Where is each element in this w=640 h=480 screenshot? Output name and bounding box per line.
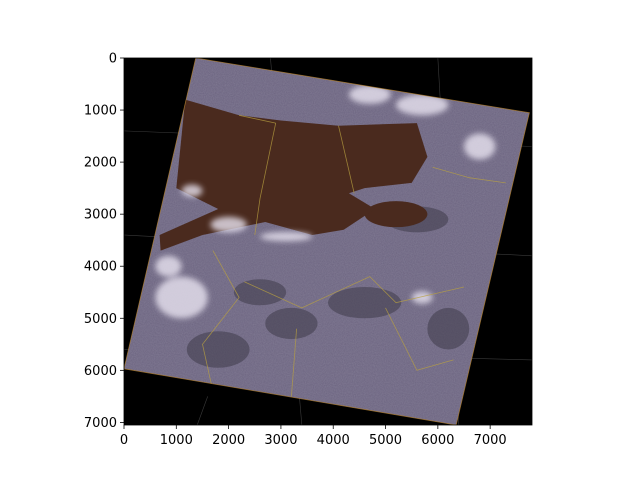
forest-patch <box>233 279 287 306</box>
y-tick-label: 6000 <box>84 364 117 379</box>
boundary-line <box>291 328 297 397</box>
y-tick-label: 1000 <box>84 104 117 119</box>
boundary-line <box>244 276 465 309</box>
y-tick-label: 4000 <box>84 260 117 275</box>
boundary-line <box>385 307 454 371</box>
x-tick-label: 4000 <box>317 433 350 448</box>
cloud-patch <box>411 291 433 304</box>
x-tick-label: 7000 <box>474 433 507 448</box>
cloud-patches <box>155 85 496 319</box>
y-tick-label: 7000 <box>84 416 117 431</box>
plot-frame <box>123 57 533 426</box>
forest-patch <box>328 287 402 319</box>
y-tick-label: 3000 <box>84 208 117 223</box>
x-axis: 0 1000 2000 3000 4000 5000 6000 7000 <box>120 425 507 448</box>
cloud-patch <box>464 133 496 160</box>
boundary-line <box>254 123 277 236</box>
x-tick-label: 0 <box>120 433 128 448</box>
cloud-patch <box>210 216 247 233</box>
boundary-line <box>202 250 240 392</box>
y-tick-label: 2000 <box>84 156 117 171</box>
x-tick-label: 3000 <box>264 433 297 448</box>
cloud-patch <box>396 94 449 116</box>
x-tick-label: 6000 <box>421 433 454 448</box>
x-tick-label: 2000 <box>212 433 245 448</box>
cloud-patch <box>260 231 313 242</box>
boundary-line <box>432 166 506 184</box>
cloud-patch <box>181 184 203 197</box>
lake <box>364 201 428 228</box>
graticule-line <box>196 396 208 425</box>
y-tick-label: 0 <box>109 52 117 67</box>
forest-patches <box>186 201 470 368</box>
cloud-patch <box>155 276 208 319</box>
scene-footprint-edge <box>124 58 530 425</box>
y-tick-label: 5000 <box>84 312 117 327</box>
forest-patch <box>427 307 470 350</box>
forest-patch <box>186 331 250 368</box>
forest-patch <box>265 307 318 340</box>
water-body <box>159 99 428 251</box>
admin-boundaries <box>202 114 506 397</box>
cloud-patch <box>155 255 182 277</box>
y-axis: 0 1000 2000 3000 4000 5000 6000 7000 <box>84 52 124 431</box>
cloud-patch <box>348 85 391 104</box>
boundary-line <box>338 125 355 194</box>
x-tick-label: 5000 <box>369 433 402 448</box>
boundary-line <box>239 114 276 124</box>
x-tick-label: 1000 <box>160 433 193 448</box>
